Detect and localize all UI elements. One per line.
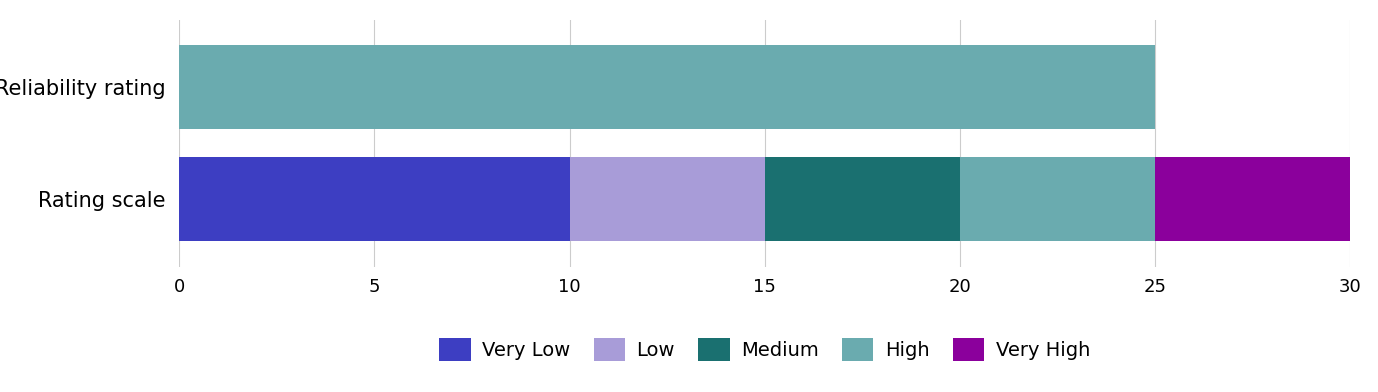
Bar bbox=[765, 157, 960, 241]
Bar bbox=[179, 45, 1155, 129]
Bar bbox=[179, 157, 569, 241]
Bar bbox=[1155, 157, 1350, 241]
Bar bbox=[960, 157, 1155, 241]
Bar bbox=[569, 157, 765, 241]
Legend: Very Low, Low, Medium, High, Very High: Very Low, Low, Medium, High, Very High bbox=[431, 330, 1098, 368]
